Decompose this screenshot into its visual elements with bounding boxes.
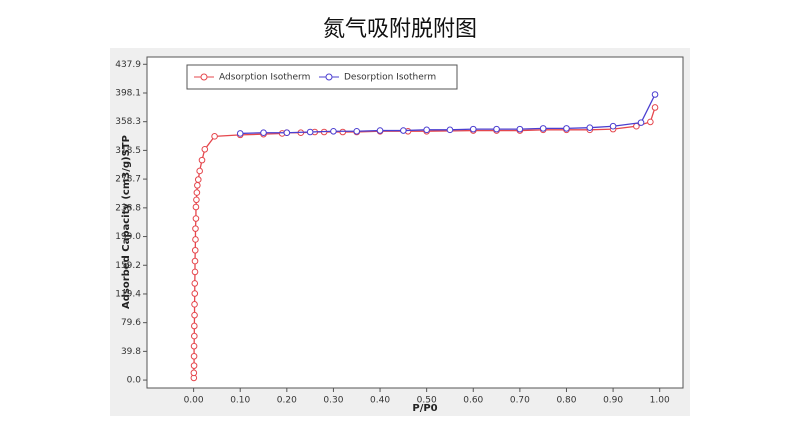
- point: [446, 126, 454, 134]
- point: [339, 128, 347, 136]
- y-tick-label: 238.8: [115, 203, 141, 213]
- plot-area: [146, 56, 684, 389]
- point: [191, 268, 199, 276]
- x-tick-label: 0.70: [510, 396, 530, 406]
- point: [469, 125, 477, 133]
- x-tick-label: 0.40: [370, 396, 390, 406]
- point: [190, 369, 198, 377]
- x-tick-label: 0.50: [417, 396, 437, 406]
- point: [376, 127, 384, 134]
- point: [192, 203, 200, 211]
- y-tick-label: 398.1: [115, 88, 141, 98]
- point: [563, 125, 570, 132]
- point: [586, 124, 594, 131]
- y-tick-label: 159.2: [115, 261, 141, 271]
- point: [194, 182, 201, 189]
- point: [539, 125, 547, 132]
- x-tick-label: 0.80: [556, 396, 576, 406]
- y-tick-label: 437.9: [115, 60, 141, 70]
- point: [493, 125, 500, 133]
- y-tick-label: 119.4: [115, 289, 141, 299]
- point: [201, 146, 209, 153]
- point: [191, 311, 198, 319]
- point: [190, 342, 198, 350]
- point: [260, 129, 267, 137]
- y-tick-label: 278.7: [115, 175, 141, 185]
- point: [330, 127, 337, 135]
- y-tick-label: 318.5: [115, 146, 141, 156]
- y-tick-label: 199.0: [115, 232, 141, 242]
- legend-marker: [325, 73, 333, 81]
- point: [651, 91, 659, 98]
- point: [196, 167, 203, 175]
- x-tick-label: 0.60: [463, 396, 483, 406]
- x-tick-label: 0.20: [277, 396, 297, 406]
- point: [192, 215, 200, 222]
- legend-marker: [200, 73, 208, 81]
- point: [194, 176, 202, 183]
- point: [637, 119, 645, 126]
- point: [190, 352, 198, 360]
- point: [423, 126, 430, 134]
- point: [283, 129, 291, 137]
- point: [190, 362, 198, 369]
- point: [306, 128, 314, 136]
- point: [191, 322, 198, 330]
- point: [191, 290, 199, 297]
- x-tick-label: 0.00: [184, 396, 204, 406]
- point: [400, 127, 407, 134]
- chart-title: 氮气吸附脱附图: [323, 17, 477, 42]
- point: [191, 257, 199, 265]
- x-tick-label: 0.30: [323, 396, 343, 406]
- x-tick-label: 0.90: [603, 396, 623, 406]
- point: [236, 130, 244, 137]
- x-axis-label: P/P0: [412, 403, 437, 414]
- legend: Adsorption Isotherm Desorption Isotherm: [186, 64, 458, 90]
- x-tick-label: 0.10: [230, 396, 250, 406]
- y-tick-label: 39.8: [121, 347, 141, 357]
- y-tick-label: 358.3: [115, 117, 141, 127]
- point: [192, 236, 199, 243]
- y-tick-label: 0.0: [127, 376, 142, 386]
- point: [193, 189, 201, 196]
- point: [647, 118, 654, 126]
- point: [191, 301, 198, 308]
- point: [193, 196, 200, 204]
- legend-label: Desorption Isotherm: [344, 73, 436, 83]
- point: [191, 246, 199, 254]
- point: [198, 156, 206, 164]
- point: [191, 332, 198, 340]
- point: [211, 133, 218, 140]
- point: [192, 225, 199, 232]
- point: [609, 122, 617, 130]
- y-axis-label: Adsorbed Capacity (cm3/g)STP: [121, 135, 132, 309]
- point: [191, 280, 199, 287]
- point: [353, 127, 361, 135]
- legend-label: Adsorption Isotherm: [219, 73, 310, 83]
- y-tick-label: 79.6: [121, 318, 141, 328]
- point: [651, 104, 659, 111]
- point: [516, 125, 524, 133]
- x-tick-label: 1.00: [650, 396, 670, 406]
